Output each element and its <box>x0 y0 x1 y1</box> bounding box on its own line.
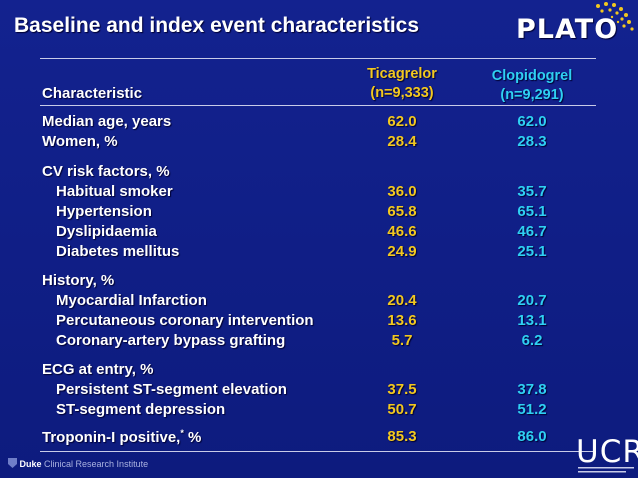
ticagrelor-value: 65.8 <box>387 203 417 220</box>
clopidogrel-value: 65.1 <box>517 203 547 220</box>
clopidogrel-value: 20.7 <box>517 292 547 309</box>
ticagrelor-n: (n=9,333) <box>370 85 434 101</box>
clopidogrel-value: 46.7 <box>517 223 547 240</box>
table-row: ST-segment depression 50.7 51.2 <box>0 401 638 421</box>
ucr-logo: UCR <box>576 434 638 470</box>
row-label: Troponin-I positive,* % <box>42 428 201 446</box>
section-heading: ECG at entry, % <box>0 361 638 381</box>
row-label: Persistent ST-segment elevation <box>56 381 287 398</box>
clopidogrel-name: Clopidogrel <box>491 68 573 84</box>
row-label: Dyslipidaemia <box>56 223 157 240</box>
ticagrelor-value: 37.5 <box>387 381 417 398</box>
row-label: History, % <box>42 272 115 289</box>
clopidogrel-value: 6.2 <box>521 332 543 349</box>
table-row: Median age, years 62.0 62.0 <box>0 113 638 133</box>
clopidogrel-value: 62.0 <box>517 113 547 130</box>
clopidogrel-n: (n=9,291) <box>500 87 564 103</box>
header-ticagrelor: Ticagrelor (n=9,333) <box>342 65 462 103</box>
table-row: Persistent ST-segment elevation 37.5 37.… <box>0 381 638 401</box>
clopidogrel-value: 51.2 <box>517 401 547 418</box>
ticagrelor-name: Ticagrelor <box>367 66 437 82</box>
table-row: Coronary-artery bypass grafting 5.7 6.2 <box>0 332 638 352</box>
header-clopidogrel: Clopidogrel (n=9,291) <box>472 67 592 105</box>
row-label: Hypertension <box>56 203 152 220</box>
table-row: Percutaneous coronary intervention 13.6 … <box>0 312 638 332</box>
clopidogrel-value: 25.1 <box>517 243 547 260</box>
row-label: Myocardial Infarction <box>56 292 207 309</box>
section-heading: CV risk factors, % <box>0 163 638 183</box>
header-characteristic: Characteristic <box>42 85 143 102</box>
table-row: Troponin-I positive,* % 85.3 86.0 <box>0 428 638 448</box>
ticagrelor-value: 36.0 <box>387 183 417 200</box>
table-row: Dyslipidaemia 46.6 46.7 <box>0 223 638 243</box>
row-label: Median age, years <box>42 113 172 130</box>
row-label: ST-segment depression <box>56 401 226 418</box>
table-row: Women, % 28.4 28.3 <box>0 133 638 153</box>
divider-top <box>40 58 596 59</box>
clopidogrel-value: 86.0 <box>517 428 547 445</box>
row-label: Women, % <box>42 133 118 150</box>
clopidogrel-value: 28.3 <box>517 133 547 150</box>
plato-dots-icon <box>596 2 634 31</box>
ticagrelor-value: 5.7 <box>391 332 413 349</box>
table-row: Myocardial Infarction 20.4 20.7 <box>0 292 638 312</box>
ticagrelor-value: 50.7 <box>387 401 417 418</box>
table-row: Diabetes mellitus 24.9 25.1 <box>0 243 638 263</box>
clopidogrel-value: 37.8 <box>517 381 547 398</box>
ticagrelor-value: 24.9 <box>387 243 417 260</box>
clopidogrel-value: 13.1 <box>517 312 547 329</box>
section-heading: History, % <box>0 272 638 292</box>
divider-header <box>40 105 596 106</box>
footnote-marker: * <box>180 428 184 438</box>
duke-bold: Duke <box>19 459 42 469</box>
troponin-label: Troponin-I positive, <box>42 429 181 446</box>
troponin-suffix: % <box>183 429 202 446</box>
duke-rest: Clinical Research Institute <box>41 459 149 469</box>
row-label: Diabetes mellitus <box>56 243 180 260</box>
row-label: Coronary-artery bypass grafting <box>56 332 286 349</box>
divider-bottom <box>40 451 596 452</box>
row-label: CV risk factors, % <box>42 163 170 180</box>
row-label: ECG at entry, % <box>42 361 154 378</box>
table-row: Hypertension 65.8 65.1 <box>0 203 638 223</box>
ticagrelor-value: 46.6 <box>387 223 417 240</box>
ticagrelor-value: 85.3 <box>387 428 417 445</box>
plato-logo: PLATO <box>516 14 619 45</box>
row-label: Habitual smoker <box>56 183 173 200</box>
duke-shield-icon <box>8 458 17 468</box>
clopidogrel-value: 35.7 <box>517 183 547 200</box>
ucr-subtext-icon <box>578 467 634 473</box>
row-label: Percutaneous coronary intervention <box>56 312 314 329</box>
ticagrelor-value: 20.4 <box>387 292 417 309</box>
table-row: Habitual smoker 36.0 35.7 <box>0 183 638 203</box>
ticagrelor-value: 28.4 <box>387 133 417 150</box>
duke-logo: Duke Clinical Research Institute <box>8 458 148 469</box>
ticagrelor-value: 62.0 <box>387 113 417 130</box>
ticagrelor-value: 13.6 <box>387 312 417 329</box>
slide-title: Baseline and index event characteristics <box>14 14 420 37</box>
